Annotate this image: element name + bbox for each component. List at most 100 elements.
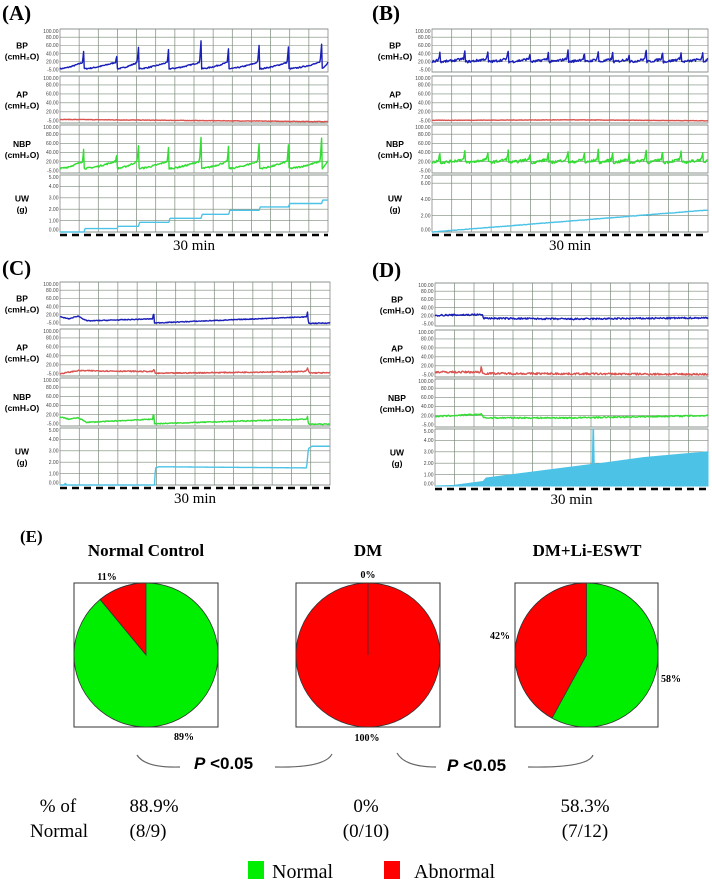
panel-a: (A)BP(cmH₂O)100.0080.0060.0040.0020.00-5… (2, 1, 329, 254)
panel-c: (C)BP(cmH₂O)100.0080.0060.0040.0020.00-5… (2, 256, 331, 507)
panel-label: (B) (372, 1, 400, 25)
channel-label: UW (15, 194, 30, 204)
panel-label: (C) (2, 256, 31, 280)
legend-label-normal: Normal (272, 861, 334, 883)
pie-label-normal: 58% (661, 674, 681, 685)
tick-label: 7.00 (421, 175, 431, 181)
tick-label: 80.00 (421, 386, 434, 392)
trace-ap (59, 367, 331, 375)
tick-label: 20.00 (46, 110, 59, 116)
channel-unit: (cmH₂O) (5, 52, 40, 62)
tick-label: 2.00 (49, 207, 59, 213)
channel-label: UW (390, 448, 405, 458)
panel-label: (D) (372, 258, 401, 282)
channel-unit: (cmH₂O) (380, 355, 415, 365)
tick-label: 1.00 (424, 472, 434, 478)
summary-percent: 0% (353, 796, 379, 817)
tick-label: 40.00 (46, 354, 59, 360)
comparison-bracket (396, 752, 437, 768)
summary-count: (8/9) (130, 821, 167, 842)
channel-label: BP (16, 41, 28, 51)
legend-label-abnormal: Abnormal (414, 861, 496, 883)
tick-label: 80.00 (46, 385, 59, 391)
tick-label: 6.00 (421, 181, 431, 187)
tick-label: 20.00 (418, 159, 431, 165)
tick-label: 4.00 (424, 438, 434, 444)
tick-label: 100.00 (418, 379, 434, 385)
channel-uw: UW(g) 5.00 4.00 3.00 2.00 1.00 0.00 (390, 428, 709, 487)
pie-label-abnormal: 100% (355, 733, 380, 744)
tick-label: 100.00 (43, 125, 59, 131)
tick-label: 0.00 (421, 227, 431, 233)
tick-label: 4.00 (421, 197, 431, 203)
tick-label: -5.00 (422, 372, 434, 378)
trace-nbp (434, 412, 709, 420)
trace-ap (59, 118, 329, 123)
pie-slice-abnormal (99, 582, 147, 657)
channel-unit: (cmH₂O) (5, 403, 40, 413)
tick-label: 100.00 (43, 29, 59, 35)
channel-unit: (cmH₂O) (378, 101, 413, 111)
trace-nbp (59, 414, 331, 426)
pie-title-normal-control: Normal Control (88, 541, 205, 560)
trace-ap (431, 118, 709, 122)
tick-label: 80.00 (421, 289, 434, 295)
pie-slice-abnormal (514, 582, 587, 719)
tick-label: 40.00 (46, 101, 59, 107)
pie-label-normal: 89% (174, 732, 194, 743)
tick-label: 40.00 (46, 150, 59, 156)
channel-unit: (cmH₂O) (378, 52, 413, 62)
trace-bp (59, 311, 331, 325)
tick-label: 80.00 (46, 132, 59, 138)
channel-unit: (cmH₂O) (378, 150, 413, 160)
tick-label: 40.00 (418, 150, 431, 156)
tick-label: 20.00 (46, 412, 59, 418)
comparison-bracket (274, 753, 333, 768)
panel-b: (B)BP(cmH₂O)100.0080.0060.0040.0020.00-5… (372, 1, 709, 254)
tick-label: -5.00 (422, 422, 434, 428)
tick-label: 80.00 (418, 35, 431, 41)
tick-label: -5.00 (47, 320, 59, 326)
tick-label: -5.00 (47, 118, 59, 124)
row-label: Normal (30, 821, 88, 842)
trace-uw (59, 199, 329, 233)
channel-uw: UW(g) 7.006.00 4.00 2.00 0.00 (388, 174, 709, 233)
channel-label: UW (388, 194, 403, 204)
pie-label-normal: 0% (361, 570, 376, 581)
tick-label: 100.00 (418, 283, 434, 289)
tick-label: 80.00 (418, 132, 431, 138)
tick-label: -5.00 (419, 67, 431, 73)
channel-uw: UW(g) 5.00 4.00 3.00 2.00 1.00 0.00 (15, 174, 329, 233)
tick-label: 40.00 (418, 101, 431, 107)
trace-bp (59, 40, 329, 70)
summary-count: (0/10) (343, 821, 389, 842)
tick-label: 0.00 (424, 481, 434, 487)
channel-label: AP (389, 90, 401, 100)
tick-label: -5.00 (419, 118, 431, 124)
tick-label: 80.00 (421, 337, 434, 343)
pie-title-dm: DM (354, 541, 382, 560)
tick-label: 100.00 (418, 330, 434, 336)
time-scale-label: 30 min (549, 238, 592, 254)
tick-label: 3.00 (49, 449, 59, 455)
trace-nbp (59, 136, 329, 170)
tick-label: 60.00 (418, 141, 431, 147)
tick-label: 40.00 (421, 404, 434, 410)
tick-label: 2.00 (421, 213, 431, 219)
trace-ap (434, 366, 709, 376)
channel-label: NBP (386, 139, 404, 149)
channel-uw: UW(g) 5.00 4.00 3.00 2.00 1.00 0.00 (15, 427, 331, 486)
tick-label: 60.00 (421, 346, 434, 352)
tick-label: 60.00 (46, 43, 59, 49)
tick-label: 80.00 (418, 83, 431, 89)
trace-nbp (431, 148, 709, 165)
trace-bp (434, 313, 709, 321)
tick-label: 4.00 (49, 437, 59, 443)
time-scale-label: 30 min (174, 491, 217, 507)
tick-label: 100.00 (43, 378, 59, 384)
tick-label: 40.00 (421, 355, 434, 361)
tick-label: 1.00 (49, 471, 59, 477)
